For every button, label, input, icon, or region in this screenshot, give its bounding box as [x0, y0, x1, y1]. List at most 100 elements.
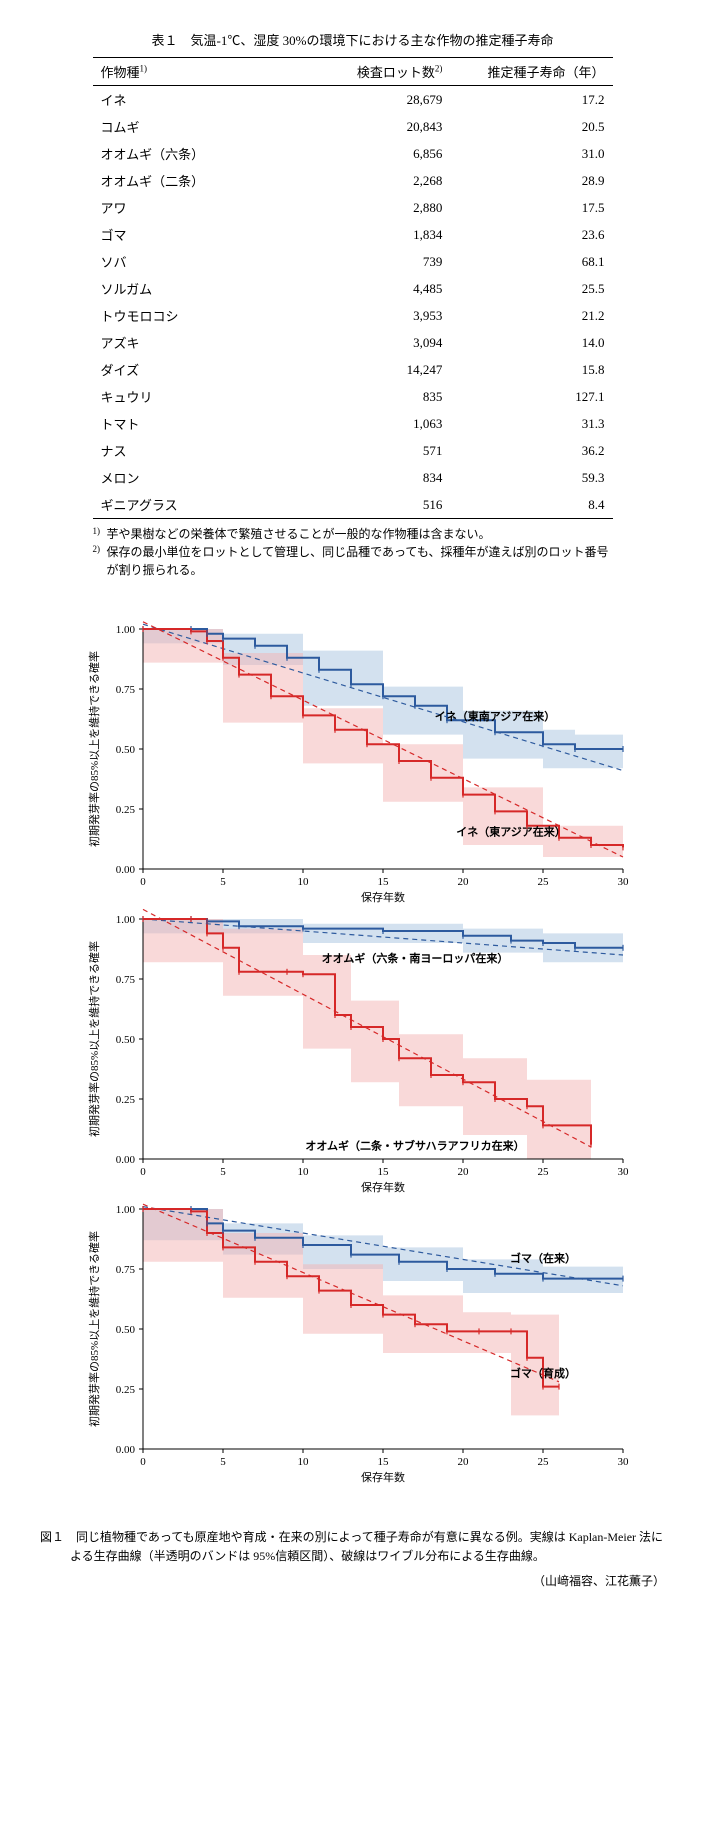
- cell-lots: 20,843: [289, 113, 451, 140]
- svg-text:ゴマ（育成）: ゴマ（育成）: [510, 1366, 576, 1380]
- svg-text:0: 0: [140, 1166, 146, 1178]
- svg-text:0.50: 0.50: [115, 1034, 135, 1046]
- table-row: ゴマ1,83423.6: [93, 221, 613, 248]
- svg-text:25: 25: [537, 1166, 549, 1178]
- seed-lifespan-table: 作物種1) 検査ロット数2) 推定種子寿命（年） イネ28,67917.2コムギ…: [93, 57, 613, 519]
- cell-life: 17.5: [450, 194, 612, 221]
- svg-text:初期発芽率の85%以上を維持できる確率: 初期発芽率の85%以上を維持できる確率: [87, 1231, 101, 1427]
- cell-species: メロン: [93, 464, 289, 491]
- table-row: コムギ20,84320.5: [93, 113, 613, 140]
- cell-life: 20.5: [450, 113, 612, 140]
- svg-text:30: 30: [617, 1456, 629, 1468]
- panel-1: 0.000.250.500.751.00051015202530初期発芽率の85…: [87, 622, 629, 904]
- cell-lots: 516: [289, 491, 451, 519]
- svg-text:0.50: 0.50: [115, 744, 135, 756]
- cell-lots: 739: [289, 248, 451, 275]
- table-row: トウモロコシ3,95321.2: [93, 302, 613, 329]
- cell-lots: 2,268: [289, 167, 451, 194]
- svg-text:5: 5: [220, 1456, 226, 1468]
- cell-species: ソルガム: [93, 275, 289, 302]
- cell-species: ゴマ: [93, 221, 289, 248]
- svg-text:20: 20: [457, 1166, 469, 1178]
- svg-text:保存年数: 保存年数: [361, 1180, 405, 1194]
- footnote: 1)芋や果樹などの栄養体で繁殖させることが一般的な作物種は含まない。: [93, 525, 613, 543]
- cell-lots: 2,880: [289, 194, 451, 221]
- svg-text:0.75: 0.75: [115, 974, 135, 986]
- cell-lots: 571: [289, 437, 451, 464]
- cell-species: コムギ: [93, 113, 289, 140]
- cell-life: 127.1: [450, 383, 612, 410]
- cell-lots: 6,856: [289, 140, 451, 167]
- cell-life: 14.0: [450, 329, 612, 356]
- svg-text:10: 10: [297, 876, 309, 888]
- cell-life: 31.3: [450, 410, 612, 437]
- cell-species: ダイズ: [93, 356, 289, 383]
- svg-text:0: 0: [140, 1456, 146, 1468]
- table-title: 表１ 気温-1℃、湿度 30%の環境下における主な作物の推定種子寿命: [40, 30, 665, 49]
- footnote: 2)保存の最小単位をロットとして管理し、同じ品種であっても、採種年が違えば別のロ…: [93, 543, 613, 579]
- cell-life: 28.9: [450, 167, 612, 194]
- cell-lots: 28,679: [289, 86, 451, 114]
- table-footnotes: 1)芋や果樹などの栄養体で繁殖させることが一般的な作物種は含まない。2)保存の最…: [93, 525, 613, 579]
- cell-species: アズキ: [93, 329, 289, 356]
- svg-text:0.25: 0.25: [115, 1094, 135, 1106]
- svg-text:30: 30: [617, 876, 629, 888]
- table-row: アズキ3,09414.0: [93, 329, 613, 356]
- svg-text:15: 15: [377, 1166, 389, 1178]
- table-row: オオムギ（二条）2,26828.9: [93, 167, 613, 194]
- svg-text:1.00: 1.00: [115, 914, 135, 926]
- svg-text:0.00: 0.00: [115, 1154, 135, 1166]
- svg-text:5: 5: [220, 1166, 226, 1178]
- cell-life: 15.8: [450, 356, 612, 383]
- svg-text:10: 10: [297, 1456, 309, 1468]
- svg-text:オオムギ（二条・サブサハラアフリカ在来）: オオムギ（二条・サブサハラアフリカ在来）: [305, 1138, 524, 1152]
- cell-lots: 1,834: [289, 221, 451, 248]
- svg-text:15: 15: [377, 1456, 389, 1468]
- svg-text:25: 25: [537, 876, 549, 888]
- cell-lots: 834: [289, 464, 451, 491]
- svg-text:0.75: 0.75: [115, 1264, 135, 1276]
- table-row: トマト1,06331.3: [93, 410, 613, 437]
- authors: （山﨑福容、江花薫子）: [40, 1572, 665, 1589]
- cell-lots: 1,063: [289, 410, 451, 437]
- survival-charts-svg: 0.00 0.25 0.50 0.75 1.00 0 5 10 15 20 25 30 初期発芽率の85…: [73, 619, 633, 1509]
- svg-text:保存年数: 保存年数: [361, 1470, 405, 1484]
- svg-text:0.75: 0.75: [115, 684, 135, 696]
- table-row: ソバ73968.1: [93, 248, 613, 275]
- th-species: 作物種1): [93, 58, 289, 86]
- cell-life: 59.3: [450, 464, 612, 491]
- svg-text:0: 0: [140, 876, 146, 888]
- th-lots: 検査ロット数2): [289, 58, 451, 86]
- cell-life: 21.2: [450, 302, 612, 329]
- table-row: ダイズ14,24715.8: [93, 356, 613, 383]
- cell-species: オオムギ（二条）: [93, 167, 289, 194]
- cell-species: トマト: [93, 410, 289, 437]
- svg-text:0.00: 0.00: [115, 1444, 135, 1456]
- table-row: メロン83459.3: [93, 464, 613, 491]
- svg-text:初期発芽率の85%以上を維持できる確率: 初期発芽率の85%以上を維持できる確率: [87, 941, 101, 1137]
- svg-text:20: 20: [457, 1456, 469, 1468]
- cell-life: 25.5: [450, 275, 612, 302]
- svg-text:イネ（東南アジア在来）: イネ（東南アジア在来）: [434, 709, 555, 723]
- svg-text:30: 30: [617, 1166, 629, 1178]
- svg-text:オオムギ（六条・南ヨーロッパ在来）: オオムギ（六条・南ヨーロッパ在来）: [321, 951, 508, 965]
- svg-text:5: 5: [220, 876, 226, 888]
- svg-text:20: 20: [457, 876, 469, 888]
- svg-text:イネ（東アジア在来）: イネ（東アジア在来）: [456, 824, 566, 838]
- svg-text:0.25: 0.25: [115, 1384, 135, 1396]
- table-row: キュウリ835127.1: [93, 383, 613, 410]
- table-row: オオムギ（六条）6,85631.0: [93, 140, 613, 167]
- svg-text:10: 10: [297, 1166, 309, 1178]
- cell-life: 68.1: [450, 248, 612, 275]
- cell-species: アワ: [93, 194, 289, 221]
- table-row: アワ2,88017.5: [93, 194, 613, 221]
- svg-text:15: 15: [377, 876, 389, 888]
- cell-life: 17.2: [450, 86, 612, 114]
- table-row: ギニアグラス5168.4: [93, 491, 613, 519]
- cell-species: ソバ: [93, 248, 289, 275]
- svg-text:0.25: 0.25: [115, 804, 135, 816]
- svg-text:ゴマ（在来）: ゴマ（在来）: [510, 1251, 576, 1265]
- cell-lots: 14,247: [289, 356, 451, 383]
- svg-text:保存年数: 保存年数: [361, 890, 405, 904]
- panel-2: 0.00 0.25 0.50 0.75 1.00 0 5 10 15 20 25 30 初期発芽率の85…: [87, 909, 629, 1194]
